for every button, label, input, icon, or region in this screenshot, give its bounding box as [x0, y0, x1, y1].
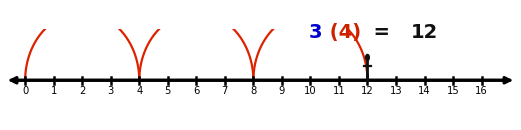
Text: 8: 8 — [250, 86, 256, 96]
Text: =: = — [360, 23, 404, 42]
Text: 2: 2 — [79, 86, 85, 96]
Text: 13: 13 — [390, 86, 402, 96]
Text: 12: 12 — [411, 23, 438, 42]
Text: 1: 1 — [51, 86, 57, 96]
Text: 12: 12 — [361, 86, 374, 96]
Text: 10: 10 — [304, 86, 317, 96]
Text: 6: 6 — [193, 86, 200, 96]
Text: 4: 4 — [136, 86, 142, 96]
Text: 3: 3 — [309, 23, 322, 42]
Text: 5: 5 — [165, 86, 171, 96]
Text: (4): (4) — [323, 23, 361, 42]
Text: 9: 9 — [279, 86, 285, 96]
Text: 14: 14 — [418, 86, 431, 96]
Text: 15: 15 — [446, 86, 460, 96]
Text: 7: 7 — [221, 86, 228, 96]
Text: 11: 11 — [332, 86, 345, 96]
Text: 0: 0 — [22, 86, 28, 96]
Circle shape — [366, 54, 369, 61]
Text: 16: 16 — [475, 86, 488, 96]
Text: 3: 3 — [108, 86, 114, 96]
